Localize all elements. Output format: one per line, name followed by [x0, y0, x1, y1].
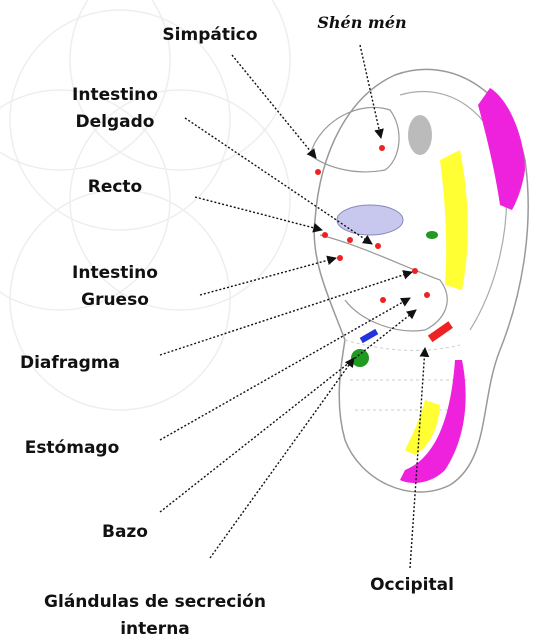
point-label: Occipital [370, 575, 454, 595]
point-label: Glándulas de secreción [44, 592, 266, 612]
point-label: Delgado [76, 112, 155, 132]
point-label: Shén mén [317, 13, 406, 32]
point-label: Diafragma [20, 353, 120, 373]
point-label: interna [120, 619, 190, 639]
point-label: Bazo [102, 522, 148, 542]
point-label: Intestino [72, 263, 158, 283]
labels: Simpático Shén mén Intestino Delgado Recto In… [20, 13, 454, 639]
point-label: Intestino [72, 85, 158, 105]
point-label: Recto [88, 177, 143, 197]
pointer-arrows [159, 44, 430, 569]
point-label: Grueso [81, 290, 149, 310]
ear [309, 68, 529, 493]
point-label: Estómago [25, 438, 120, 458]
point-label: Simpático [162, 25, 257, 45]
background-pattern [0, 0, 291, 411]
